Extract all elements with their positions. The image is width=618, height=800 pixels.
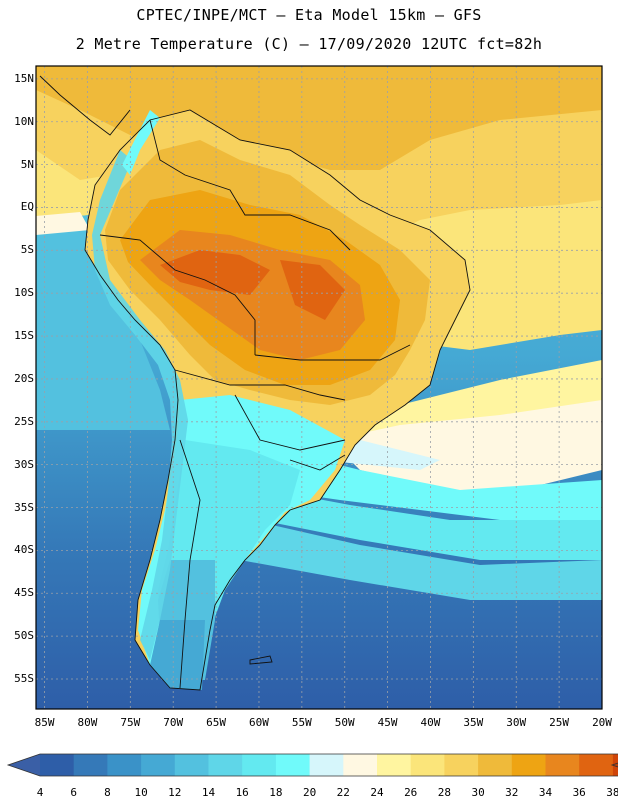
lat-label: 25S [14,414,34,428]
lon-label: 30W [506,716,527,729]
colorbar-left-arrow [8,754,40,776]
lon-label: 60W [249,716,269,729]
lon-label: 35W [463,716,484,729]
colorbar-tick-label: 16 [235,786,249,799]
lon-label: 40W [420,716,441,729]
lat-label: 55S [14,671,34,685]
colorbar-tick-label: 30 [471,786,485,799]
colorbar-swatch [242,754,277,776]
colorbar-swatch [73,754,108,776]
colorbar-tick-label: 26 [404,786,418,799]
lat-label: 35S [14,500,34,514]
colorbar-swatch [174,754,209,776]
lat-label: 10N [14,114,34,128]
colorbar [6,753,618,777]
colorbar-tick-label: 38 [606,786,618,799]
lat-label: EQ [20,200,34,214]
lat-label: 5N [20,157,34,171]
lat-label: 45S [14,586,34,600]
colorbar-swatch [275,754,311,776]
lat-label: 20S [14,371,34,385]
colorbar-tick-label: 12 [168,786,182,799]
lon-label: 75W [120,716,141,729]
lon-label: 25W [549,716,570,729]
lat-lon-grid [36,66,602,709]
lon-label: 85W [34,716,55,729]
colorbar-right-arrow [612,763,618,767]
lon-label: 50W [334,716,355,729]
colorbar-swatch [545,754,580,776]
colorbar-tick-label: 10 [134,786,148,799]
lat-label: 40S [14,543,34,557]
colorbar-tick-label: 36 [572,786,586,799]
colorbar-tick-label: 20 [302,786,317,799]
map-subtitle: 2 Metre Temperature (C) – 17/09/2020 12U… [75,35,543,53]
lat-label: 30S [14,457,34,471]
colorbar-swatch [107,754,142,776]
lon-label: 20W [592,716,612,729]
lat-label: 15N [14,71,34,85]
colorbar-tick-label: 8 [104,786,111,799]
political-borders [39,75,471,691]
map-frame [35,65,603,710]
lat-label: 10S [14,286,34,300]
colorbar-tick-label: 28 [437,786,452,799]
colorbar-tick-label: 4 [36,786,44,799]
colorbar-swatch [309,754,344,776]
colorbar-swatch [511,754,546,776]
lat-label: 50S [14,629,34,643]
lon-label: 70W [163,716,184,729]
colorbar-swatch [444,754,479,776]
temperature-field [36,66,602,709]
colorbar-swatch [343,754,378,776]
colorbar-tick-label: 32 [505,786,519,799]
colorbar-swatch [40,754,75,776]
colorbar-swatch [208,754,243,776]
colorbar-tick-label: 14 [201,786,216,799]
colorbar-swatch [478,754,513,776]
colorbar-tick-label: 22 [336,786,350,799]
colorbar-tick-label: 6 [70,786,77,799]
colorbar-tick-label: 18 [269,786,283,799]
colorbar-tick-label: 34 [538,786,553,799]
colorbar-swatch [410,754,445,776]
colorbar-swatch [579,754,614,776]
lat-label: 5S [20,243,34,257]
colorbar-swatch [377,754,412,776]
lon-label: 55W [291,716,312,729]
lon-label: 80W [77,716,98,729]
lon-label: 65W [206,716,227,729]
map-title: CPTEC/INPE/MCT – Eta Model 15km – GFS [136,6,482,24]
lon-label: 45W [377,716,398,729]
lat-label: 15S [14,329,34,343]
colorbar-tick-label: 24 [370,786,384,799]
colorbar-swatch [141,754,176,776]
